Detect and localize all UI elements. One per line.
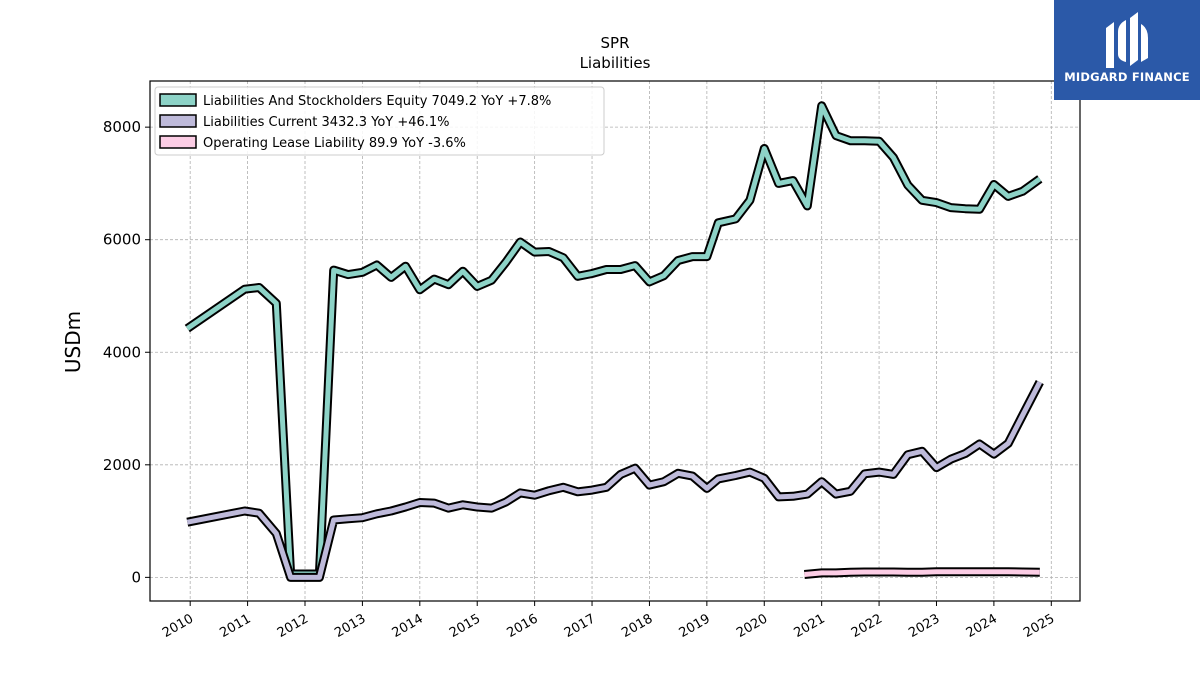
x-tick-label: 2015 [447, 611, 483, 641]
legend-box [154, 86, 605, 156]
x-tick-label: 2013 [332, 611, 368, 641]
y-tick-label: 4000 [103, 343, 141, 361]
legend-label-current: Liabilities Current 3432.3 YoY +46.1% [203, 115, 450, 130]
x-tick-label: 2016 [504, 611, 540, 641]
x-tick-label: 2018 [619, 611, 655, 641]
x-axis: 2010 2011 2012 2013 2014 2015 2016 2017 2018 2019… [160, 601, 1057, 641]
y-tick-label: 0 [131, 568, 141, 586]
x-tick-label: 2011 [217, 611, 253, 641]
x-tick-label: 2022 [849, 611, 885, 641]
x-tick-label: 2012 [275, 611, 311, 641]
x-tick-label: 2014 [390, 611, 426, 641]
y-tick-label: 6000 [103, 231, 141, 249]
legend-swatch-equity [159, 93, 197, 107]
legend-swatch-lease [159, 135, 197, 149]
y-axis: 0 2000 4000 6000 8000 [103, 118, 150, 586]
x-tick-label: 2017 [562, 611, 598, 641]
midgard-logo-icon [1106, 12, 1148, 68]
brand-name: MIDGARD FINANCE [1064, 70, 1190, 84]
chart-subtitle: Liabilities [580, 54, 651, 72]
x-tick-label: 2025 [1021, 611, 1057, 641]
y-tick-label: 8000 [103, 118, 141, 136]
legend-swatch-current [159, 114, 197, 128]
legend-label-equity: Liabilities And Stockholders Equity 7049… [203, 94, 551, 109]
series-lines [184, 101, 1044, 582]
chart-title: SPR [601, 34, 630, 52]
x-tick-label: 2024 [964, 611, 1000, 641]
legend-label-lease: Operating Lease Liability 89.9 YoY -3.6% [203, 136, 466, 151]
series-line-lease [804, 569, 1040, 577]
brand-logo: MIDGARD FINANCE [1054, 0, 1200, 100]
grid [150, 81, 1080, 601]
y-axis-label: USDm [61, 311, 85, 373]
x-tick-label: 2021 [792, 611, 828, 641]
series-line-current [186, 380, 1043, 580]
series-line-equity [185, 103, 1042, 577]
x-tick-label: 2020 [734, 611, 770, 641]
x-tick-label: 2023 [906, 611, 942, 641]
legend: Liabilities And Stockholders Equity 7049… [154, 86, 605, 156]
series-outline-equity [184, 101, 1043, 579]
x-tick-label: 2019 [677, 611, 713, 641]
y-tick-label: 2000 [103, 456, 141, 474]
x-tick-label: 2010 [160, 611, 196, 641]
plot-frame [149, 80, 1081, 602]
